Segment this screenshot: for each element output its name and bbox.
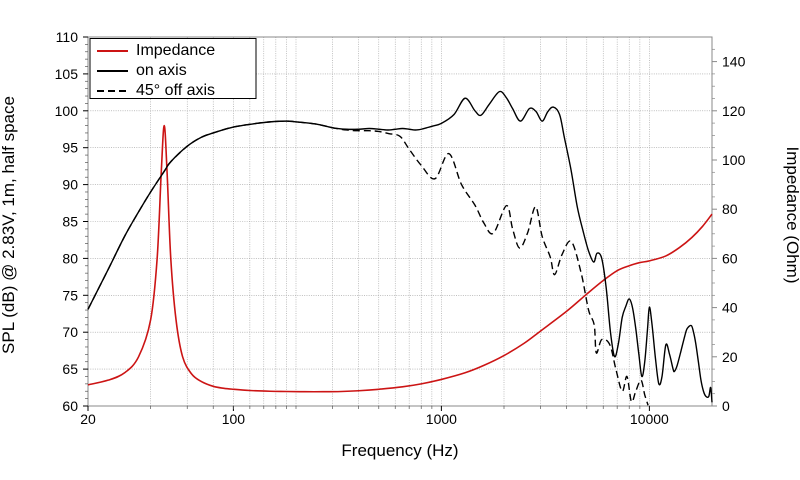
svg-text:110: 110 (56, 29, 79, 45)
svg-text:0: 0 (722, 398, 730, 414)
svg-text:75: 75 (62, 287, 78, 303)
svg-text:Frequency (Hz): Frequency (Hz) (341, 441, 458, 460)
svg-text:65: 65 (62, 361, 78, 377)
svg-text:1000: 1000 (426, 411, 457, 427)
svg-text:45° off axis: 45° off axis (136, 82, 215, 99)
svg-text:140: 140 (722, 54, 746, 70)
svg-text:Impedance (Ohm): Impedance (Ohm) (783, 147, 800, 284)
svg-text:70: 70 (62, 324, 78, 340)
svg-text:80: 80 (722, 201, 738, 217)
svg-text:100: 100 (222, 411, 246, 427)
svg-text:on axis: on axis (136, 62, 187, 79)
svg-text:80: 80 (62, 250, 78, 266)
svg-text:120: 120 (722, 103, 746, 119)
svg-text:90: 90 (62, 177, 78, 193)
svg-text:85: 85 (62, 214, 78, 230)
svg-text:100: 100 (55, 103, 79, 119)
svg-text:60: 60 (722, 250, 738, 266)
svg-text:Impedance: Impedance (136, 42, 215, 59)
svg-text:40: 40 (722, 300, 738, 316)
svg-text:20: 20 (80, 411, 96, 427)
svg-text:20: 20 (722, 349, 738, 365)
svg-text:95: 95 (62, 140, 78, 156)
svg-text:10000: 10000 (630, 411, 669, 427)
svg-text:SPL (dB) @ 2.83V, 1m, half spa: SPL (dB) @ 2.83V, 1m, half space (0, 96, 18, 354)
svg-text:60: 60 (62, 398, 78, 414)
svg-text:105: 105 (55, 66, 79, 82)
svg-text:100: 100 (722, 152, 746, 168)
